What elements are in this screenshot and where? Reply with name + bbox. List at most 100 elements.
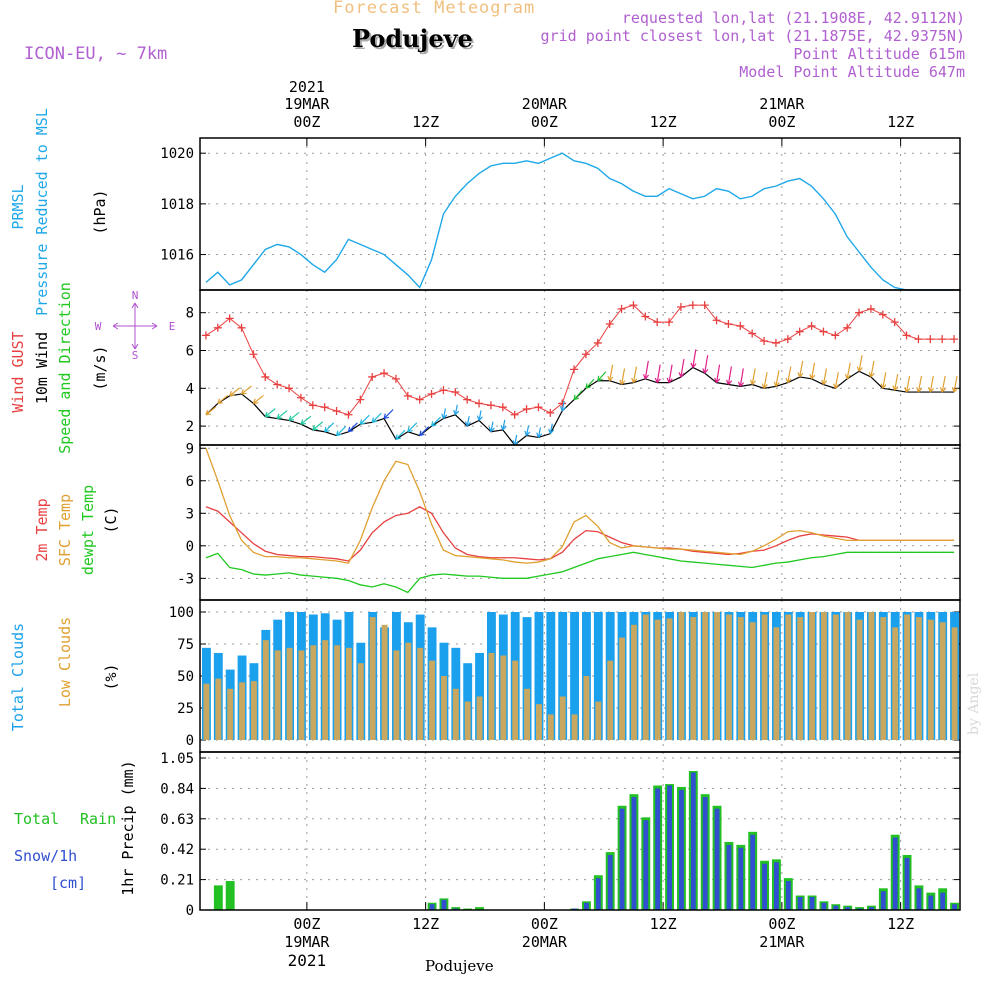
- low-cloud-bar: [619, 637, 625, 740]
- wind-direction-arrow: [217, 394, 229, 405]
- gust-marker: [760, 337, 769, 346]
- wind-direction-arrow: [607, 364, 614, 382]
- gust-marker: [344, 410, 353, 419]
- y-tick-label: 50: [177, 669, 194, 685]
- gust-marker: [676, 303, 685, 312]
- wind-direction-arrow: [654, 364, 661, 384]
- wind-direction-arrow: [205, 406, 217, 416]
- wind-direction-arrow: [916, 375, 923, 393]
- total-cloud-bar: [546, 612, 556, 740]
- wind-direction-arrow: [395, 429, 406, 440]
- x-date-top: 20MAR: [522, 95, 568, 113]
- low-cloud-bar: [631, 624, 637, 740]
- wind-direction-arrow: [430, 416, 441, 427]
- wind-direction-arrow: [892, 374, 899, 391]
- snow-bar: [880, 891, 886, 910]
- low-cloud-bar: [251, 681, 257, 740]
- y-tick-label: 25: [177, 701, 194, 717]
- wind-direction-arrow: [476, 410, 483, 421]
- snow-bar: [655, 788, 661, 910]
- y-tick-label: 9: [186, 441, 194, 457]
- low-cloud-bar: [951, 627, 958, 740]
- y-tick-label: 6: [186, 343, 194, 359]
- wind-direction-arrow: [252, 394, 264, 405]
- low-cloud-bar: [286, 647, 293, 740]
- low-cloud-bar: [239, 682, 245, 740]
- y-tick-label: 0: [186, 733, 194, 749]
- label-rain: Rain: [80, 810, 116, 828]
- wind-direction-arrow: [678, 358, 685, 378]
- wind-direction-arrow: [335, 426, 346, 437]
- wind-direction-arrow: [371, 412, 382, 423]
- snow-bar: [595, 878, 601, 910]
- gust-marker: [498, 403, 507, 412]
- gust-marker: [320, 403, 329, 412]
- gust-marker: [950, 335, 959, 344]
- label-snow: Snow/1h: [14, 847, 77, 865]
- wind-direction-arrow: [737, 368, 745, 387]
- gust-marker: [605, 320, 614, 329]
- y-tick-label: 8: [186, 306, 194, 322]
- snow-bar: [631, 797, 637, 910]
- wind-direction-arrow: [904, 375, 911, 393]
- gust-marker: [878, 310, 887, 319]
- y-tick-label: 3: [186, 506, 194, 522]
- gust-marker: [902, 331, 911, 340]
- wind-direction-arrow: [690, 349, 697, 368]
- low-cloud-bar: [809, 612, 815, 740]
- gust-marker: [581, 350, 590, 359]
- low-cloud-bar: [405, 642, 412, 740]
- requested-coords: requested lon,lat (21.1908E, 42.9112N): [621, 9, 965, 27]
- wind-direction-arrow: [488, 421, 495, 433]
- wind-direction-arrow: [797, 360, 804, 378]
- low-cloud-bar: [524, 688, 530, 740]
- wind-direction-arrow: [585, 378, 595, 389]
- gust-marker: [261, 372, 270, 381]
- y-tick-label: -3: [177, 571, 194, 587]
- gust-marker: [356, 395, 365, 404]
- low-cloud-bar: [203, 683, 210, 740]
- gust-marker: [308, 401, 317, 410]
- x-year-bottom: 2021: [288, 951, 327, 970]
- low-cloud-bar: [927, 619, 934, 740]
- wind-direction-arrow: [749, 368, 756, 385]
- low-cloud-bar: [678, 612, 685, 740]
- wind-direction-arrow: [324, 422, 335, 433]
- low-cloud-bar: [547, 714, 554, 740]
- wind-direction-arrow: [359, 414, 370, 425]
- low-cloud-bar: [488, 652, 495, 740]
- wind-direction-arrow: [821, 368, 828, 385]
- x-time-bottom: 00Z: [293, 915, 320, 933]
- snow-bar: [762, 863, 767, 910]
- snow-bar: [679, 789, 684, 910]
- low-cloud-bar: [559, 696, 566, 740]
- snow-bar: [952, 904, 957, 910]
- low-cloud-bar: [773, 627, 780, 740]
- gust-marker: [712, 316, 721, 325]
- wind-direction-arrow: [441, 408, 448, 419]
- total-cloud-bar: [522, 617, 532, 740]
- gust-marker: [213, 323, 222, 332]
- gust-marker: [332, 406, 341, 415]
- gust-marker: [415, 395, 424, 404]
- gust-marker: [641, 312, 650, 321]
- wind-direction-arrow: [844, 362, 851, 380]
- label-celsius: (C): [102, 506, 120, 533]
- gust-marker: [439, 386, 448, 395]
- low-cloud-bar: [690, 617, 697, 740]
- snow-bar: [785, 881, 791, 910]
- low-cloud-bar: [476, 696, 483, 740]
- low-cloud-bar: [702, 612, 709, 740]
- rain-bar: [213, 885, 223, 910]
- x-time-bottom: 00Z: [768, 915, 795, 933]
- gust-marker: [237, 323, 246, 332]
- panel-frame: [199, 751, 961, 911]
- wind-direction-arrow: [702, 355, 709, 374]
- y-tick-label: 1020: [160, 146, 194, 162]
- wind-direction-arrow: [619, 368, 626, 385]
- y-tick-label: 6: [186, 474, 194, 490]
- label-total-clouds: Total Clouds: [9, 623, 27, 731]
- wind-direction-arrow: [856, 355, 863, 372]
- low-cloud-bar: [274, 650, 281, 740]
